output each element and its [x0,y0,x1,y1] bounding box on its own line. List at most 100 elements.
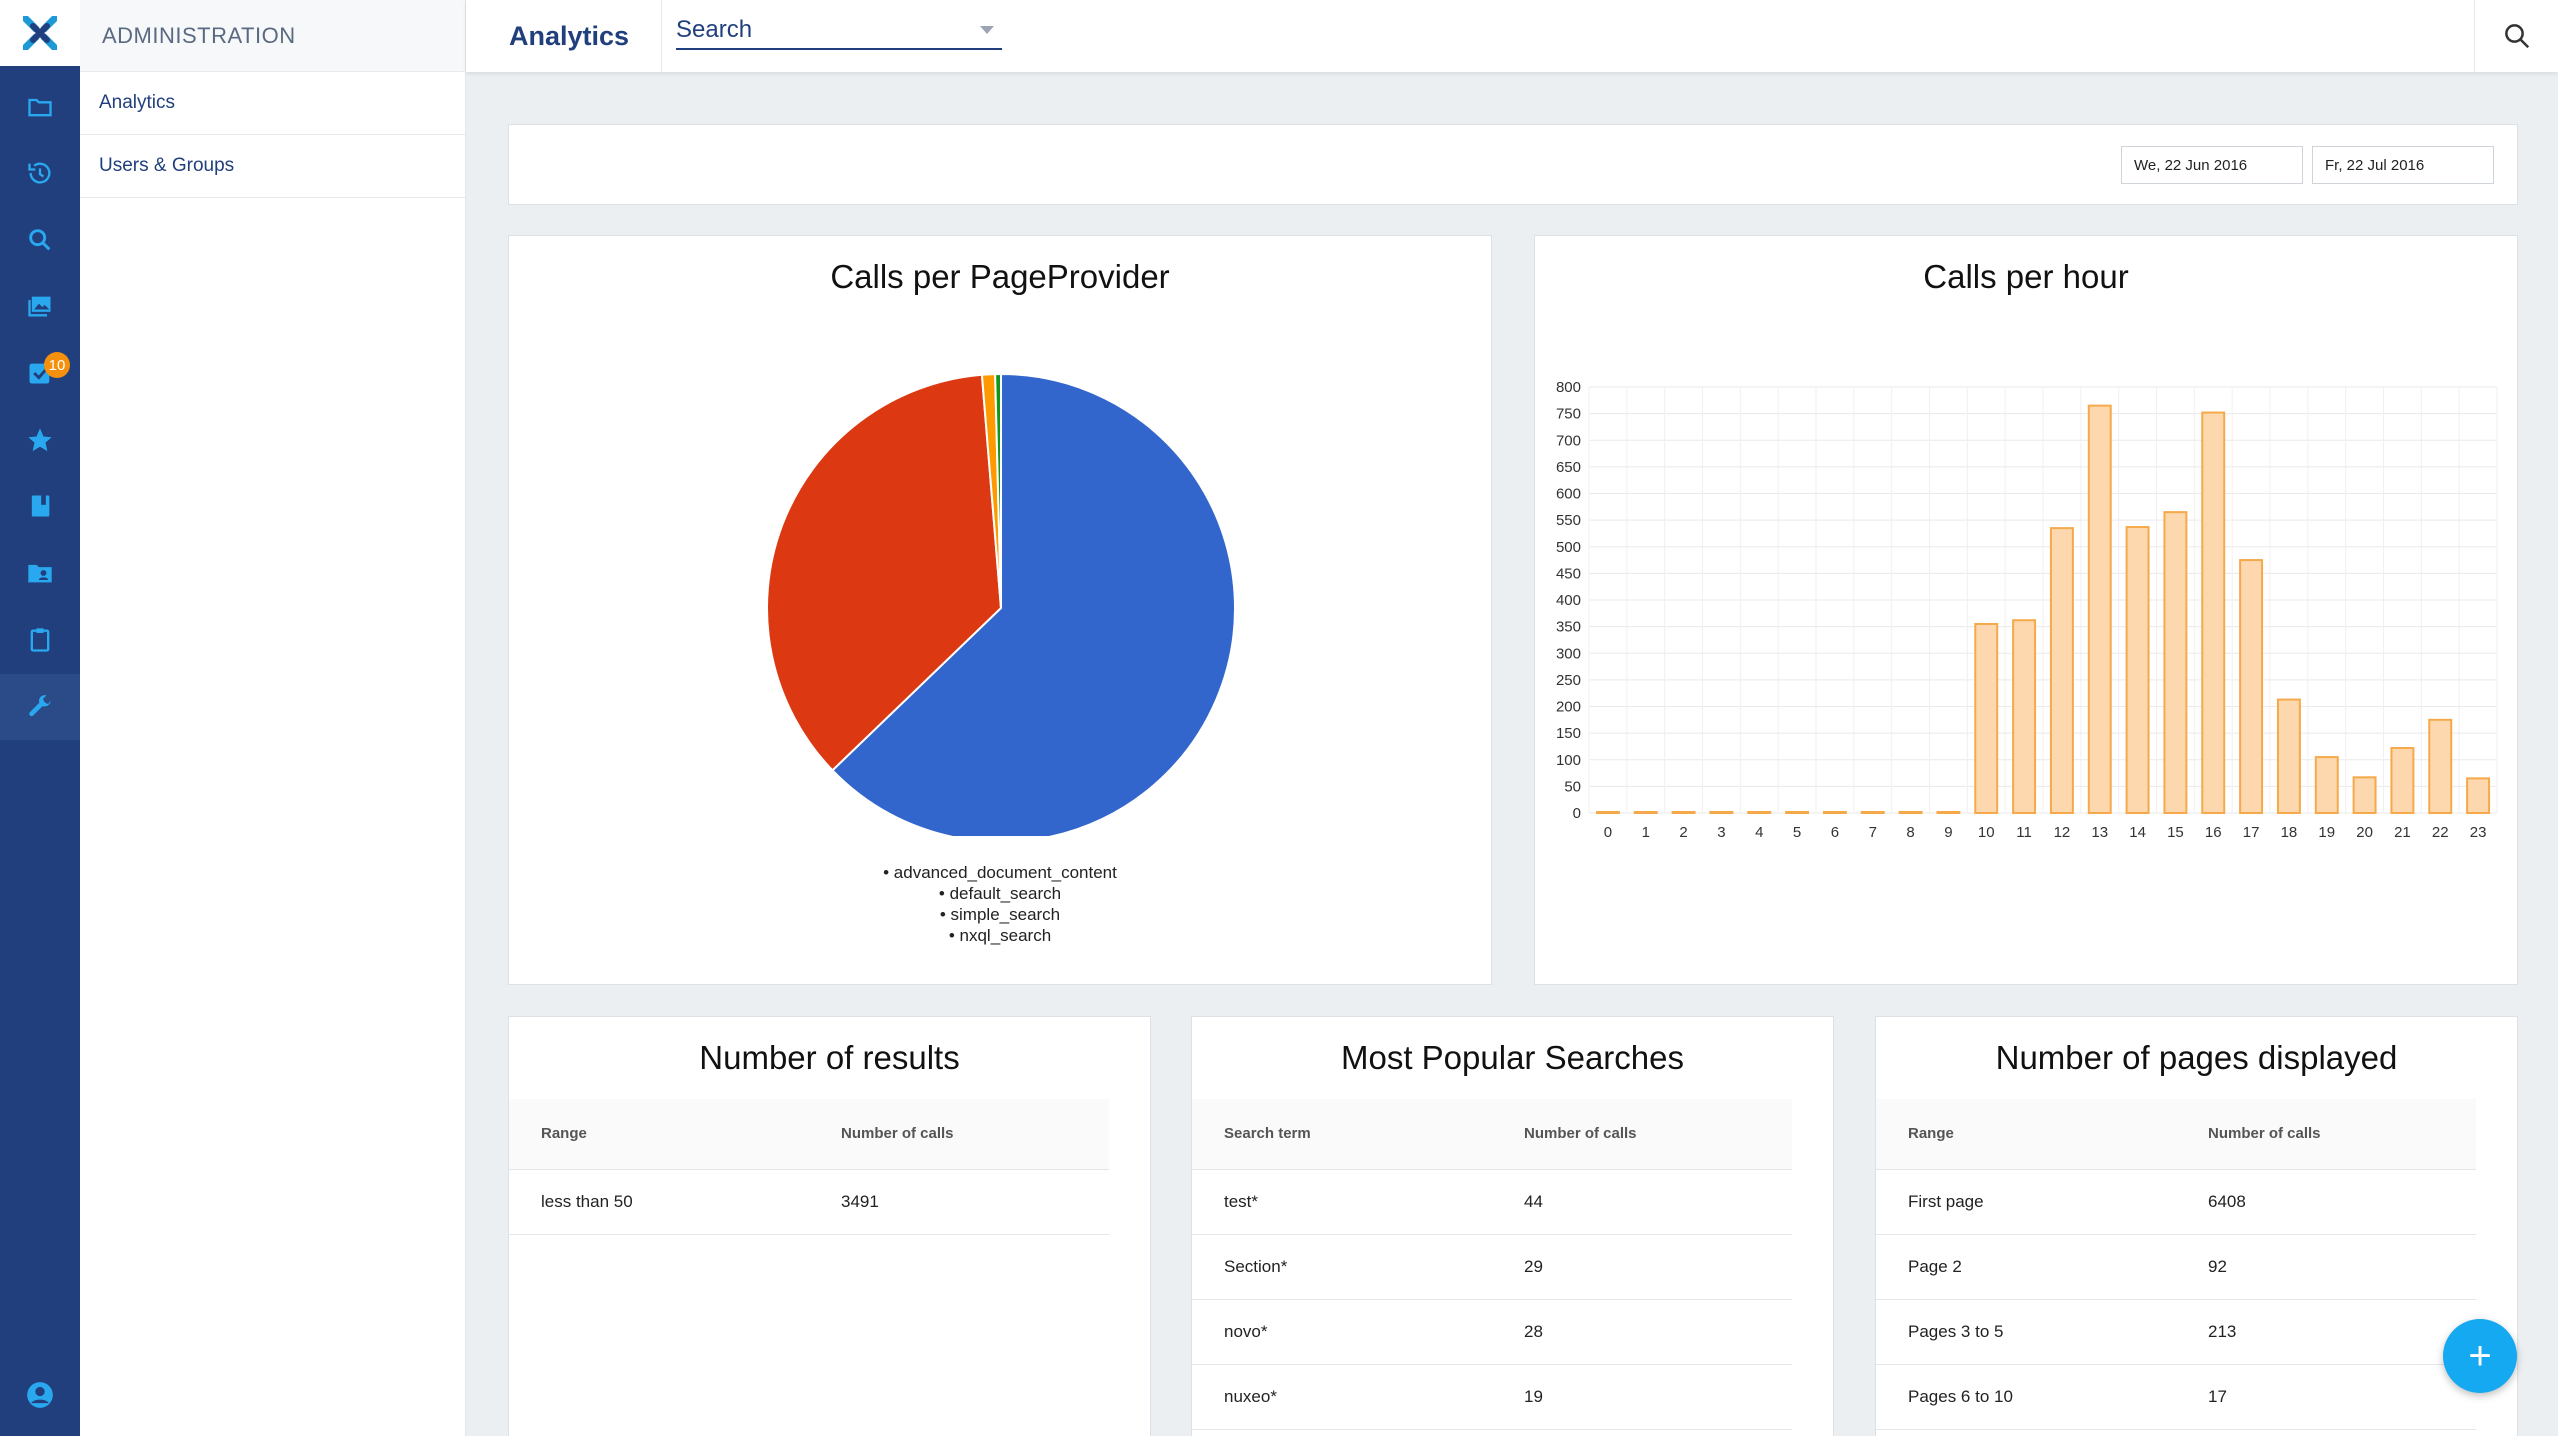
pages-table-title: Number of pages displayed [1995,1039,2398,1076]
bar-hour-4[interactable] [1747,811,1772,814]
personal-workspace-button[interactable] [0,540,80,606]
bar-hour-20[interactable] [2352,776,2377,815]
administration-button[interactable] [0,674,80,740]
icon-rail: 10 [0,0,80,1436]
bar-hour-7[interactable] [1860,811,1885,814]
y-tick-label: 600 [1556,486,1581,503]
end-date-input[interactable]: Fr, 22 Jul 2016 [2312,146,2494,184]
browse-button[interactable] [0,74,80,140]
tasks-button[interactable]: 10 [0,340,80,406]
collections-button[interactable] [0,473,80,539]
x-tick-label: 13 [2091,824,2108,841]
search-nav-button[interactable] [0,207,80,273]
y-tick-label: 250 [1556,672,1581,689]
x-tick-label: 21 [2394,824,2411,841]
column-header-calls: Number of calls [2176,1099,2476,1170]
bar-hour-23[interactable] [2466,777,2491,815]
x-tick-label: 15 [2167,824,2184,841]
row-calls: 92 [2176,1234,2476,1300]
row-calls: 6408 [2176,1169,2476,1235]
account-icon [27,1382,53,1408]
sidebar-item-analytics[interactable]: Analytics [80,72,465,135]
row-term: nuxeo* [1192,1364,1492,1430]
start-date-input[interactable]: We, 22 Jun 2016 [2121,146,2303,184]
add-button[interactable]: + [2443,1319,2517,1393]
row-term: novo* [1192,1299,1492,1365]
row-range: First page [1876,1169,2176,1235]
row-range: less than 50 [509,1169,809,1235]
row-calls: 213 [2176,1299,2476,1365]
x-tick-label: 11 [2016,824,2032,841]
legend-item-nxql_search: • nxql_search [948,926,1052,945]
x-tick-label: 22 [2432,824,2449,841]
y-tick-label: 550 [1556,512,1581,529]
bar-hour-1[interactable] [1633,811,1658,814]
table-row: Section* 29 [1192,1234,1792,1300]
x-tick-label: 18 [2281,824,2298,841]
history-icon [28,162,51,184]
bar-hour-5[interactable] [1785,811,1810,814]
chevron-down-icon [980,26,994,34]
bar-hour-12[interactable] [2049,527,2074,814]
x-tick-label: 0 [1604,824,1612,841]
y-tick-label: 200 [1556,699,1581,716]
bar-hour-19[interactable] [2314,756,2339,815]
row-range: Pages 6 to 10 [1876,1364,2176,1430]
column-header-range: Range [1876,1099,2176,1170]
x-tick-label: 8 [1906,824,1914,841]
y-tick-label: 650 [1556,459,1581,476]
favorites-button[interactable] [0,407,80,473]
admin-sidebar: ADMINISTRATION Analytics Users & Groups [80,0,466,1436]
wrench-icon [29,695,51,717]
pie-slice-nxql_search[interactable] [994,372,1002,609]
y-tick-label: 150 [1556,725,1581,742]
bar-hour-22[interactable] [2428,718,2453,814]
bar-hour-21[interactable] [2390,747,2415,814]
pie-chart [766,372,1236,836]
row-calls: 19 [1492,1364,1792,1430]
bar-hour-16[interactable] [2201,411,2226,814]
bar-chart: 0501001502002503003504004505005506006507… [1556,379,2498,841]
pie-slice-advanced_document_content[interactable] [831,372,1236,836]
bar-hour-15[interactable] [2163,511,2188,814]
x-tick-label: 10 [1978,824,1995,841]
tasks-count-badge: 10 [44,352,70,378]
bar-hour-8[interactable] [1898,811,1923,814]
x-tick-label: 19 [2318,824,2335,841]
bar-hour-11[interactable] [2012,619,2037,814]
number-of-results-card: Number of results Range Number of calls … [508,1016,1151,1436]
gallery-button[interactable] [0,273,80,339]
bar-hour-13[interactable] [2087,404,2112,814]
y-tick-label: 500 [1556,539,1581,556]
row-calls: 17 [2176,1364,2476,1430]
page-title: Analytics [466,0,662,72]
bar-hour-3[interactable] [1709,811,1734,814]
sidebar-item-users-groups[interactable]: Users & Groups [80,135,465,198]
history-button[interactable] [0,140,80,206]
clipboard-button[interactable] [0,607,80,673]
row-term: test* [1192,1169,1492,1235]
y-tick-label: 800 [1556,379,1581,396]
x-tick-label: 20 [2356,824,2373,841]
pie-slice-default_search[interactable] [766,373,1003,772]
x-tick-label: 17 [2243,824,2260,841]
bar-hour-0[interactable] [1595,811,1620,814]
table-row: Pages 3 to 5 213 [1876,1299,2476,1365]
bar-chart-title: Calls per hour [1923,258,2129,295]
x-tick-label: 7 [1869,824,1877,841]
header-search-button[interactable] [2474,0,2558,72]
bar-hour-9[interactable] [1936,811,1961,814]
bar-hour-18[interactable] [2276,698,2301,815]
bar-hour-10[interactable] [1974,622,1999,814]
bar-hour-14[interactable] [2125,526,2150,814]
bar-hour-6[interactable] [1822,811,1847,814]
table-row: novo* 28 [1192,1299,1792,1365]
search-dropdown[interactable]: Search [676,14,1002,50]
bar-hour-17[interactable] [2239,559,2264,814]
x-tick-label: 4 [1755,824,1763,841]
bar-hour-2[interactable] [1671,811,1696,814]
user-menu-button[interactable] [0,1362,80,1428]
y-tick-label: 350 [1556,619,1581,636]
legend-item-simple_search: • simple_search [939,905,1061,924]
nuxeo-logo[interactable] [0,0,80,66]
